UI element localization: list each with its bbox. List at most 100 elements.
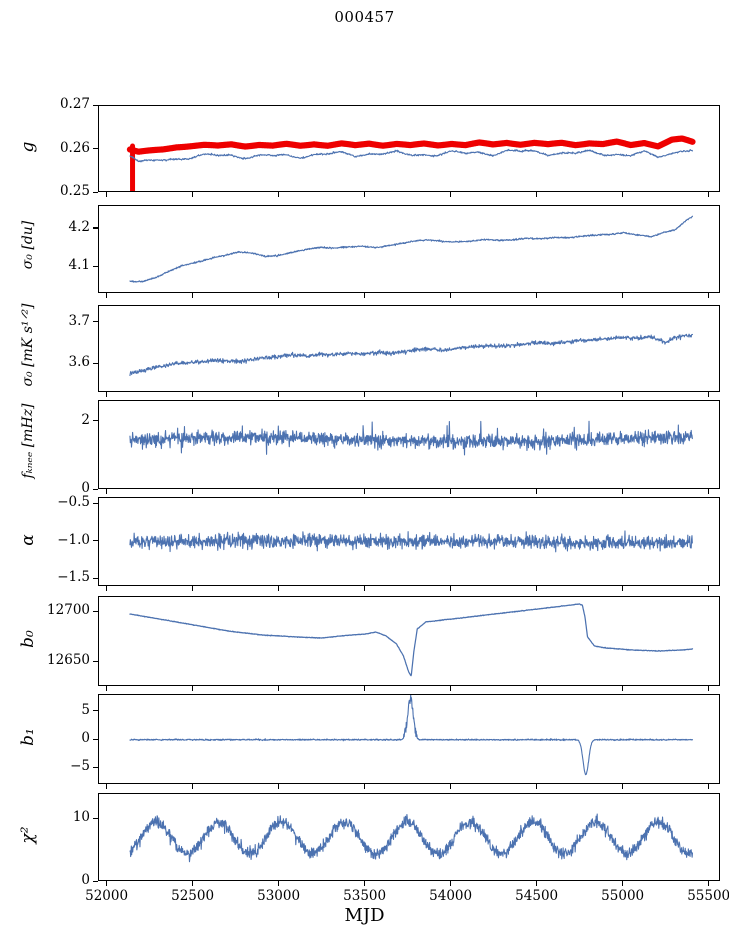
plot-panel-b1 xyxy=(98,694,720,784)
y-tick-label-chi2: 0 xyxy=(81,872,90,888)
x-tick-mark xyxy=(278,392,280,397)
x-tick-mark xyxy=(622,293,624,298)
y-tick-label-sigma0-mk: 3.6 xyxy=(68,354,90,370)
x-tick-label: 53500 xyxy=(343,888,387,904)
y-tick-mark-sigma0-du xyxy=(93,227,98,229)
y-tick-mark-alpha xyxy=(93,502,98,504)
x-tick-mark xyxy=(192,586,194,591)
y-tick-label-alpha: −1.0 xyxy=(57,531,90,548)
y-tick-label-sigma0-du: 4.2 xyxy=(68,218,90,235)
x-tick-mark xyxy=(192,392,194,397)
y-tick-mark-b1 xyxy=(93,710,98,712)
x-tick-mark xyxy=(192,881,194,886)
x-tick-mark xyxy=(536,784,538,789)
x-tick-mark xyxy=(364,784,366,789)
x-tick-mark xyxy=(450,586,452,591)
x-tick-mark xyxy=(536,489,538,494)
y-tick-label-chi2: 10 xyxy=(72,809,90,826)
x-tick-mark xyxy=(450,192,452,197)
x-tick-mark xyxy=(708,881,710,886)
x-tick-mark xyxy=(450,293,452,298)
x-tick-mark xyxy=(622,881,624,886)
plot-panel-b0 xyxy=(98,596,720,686)
x-tick-mark xyxy=(278,192,280,197)
x-tick-mark xyxy=(192,192,194,197)
y-axis-label-b1: b₁ xyxy=(18,728,38,746)
x-tick-mark xyxy=(364,489,366,494)
y-tick-label-b0: 12650 xyxy=(47,652,90,668)
x-tick-mark xyxy=(364,686,366,691)
x-tick-mark xyxy=(622,192,624,197)
y-tick-mark-sigma0-mk xyxy=(93,362,98,364)
figure-title: 000457 xyxy=(334,8,395,26)
y-tick-label-gain: 0.25 xyxy=(59,183,90,199)
y-tick-mark-sigma0-du xyxy=(93,265,98,267)
y-axis-label-alpha: α xyxy=(18,533,38,546)
x-tick-mark xyxy=(278,489,280,494)
y-tick-mark-fknee xyxy=(93,488,98,490)
x-tick-mark xyxy=(708,293,710,298)
y-tick-mark-b1 xyxy=(93,738,98,740)
x-tick-mark xyxy=(536,881,538,886)
x-tick-mark xyxy=(708,784,710,789)
y-axis-label-chi2: χ² xyxy=(18,826,38,844)
x-tick-mark xyxy=(622,686,624,691)
x-tick-mark xyxy=(536,192,538,197)
x-tick-mark xyxy=(192,293,194,298)
x-tick-mark xyxy=(192,489,194,494)
y-tick-mark-alpha xyxy=(93,577,98,580)
plot-panel-chi2 xyxy=(98,793,720,881)
y-tick-label-fknee: 0 xyxy=(81,480,90,496)
y-tick-mark-alpha xyxy=(93,540,98,542)
plot-panel-alpha xyxy=(98,497,720,586)
x-tick-mark xyxy=(536,586,538,591)
x-tick-mark xyxy=(278,881,280,886)
x-tick-mark xyxy=(450,489,452,494)
y-axis-label-fknee: fₖₙₑₑ [mHz] xyxy=(20,402,36,479)
y-tick-mark-gain xyxy=(93,148,98,150)
x-tick-mark xyxy=(106,586,108,591)
x-tick-mark xyxy=(536,686,538,691)
x-tick-mark xyxy=(364,192,366,197)
x-tick-mark xyxy=(364,586,366,591)
x-tick-mark xyxy=(450,784,452,789)
y-tick-label-b0: 12700 xyxy=(47,602,90,618)
x-tick-mark xyxy=(364,392,366,397)
y-tick-label-sigma0-mk: 3.7 xyxy=(68,312,90,329)
x-tick-label: 55500 xyxy=(687,888,729,904)
x-tick-mark xyxy=(622,586,624,591)
x-tick-mark xyxy=(278,586,280,591)
x-tick-label: 52500 xyxy=(171,888,215,904)
x-tick-mark xyxy=(450,881,452,886)
y-tick-mark-sigma0-mk xyxy=(93,321,98,323)
y-tick-mark-fknee xyxy=(93,420,98,422)
plot-panel-fknee xyxy=(98,400,720,489)
x-tick-mark xyxy=(106,392,108,397)
x-tick-label: 54000 xyxy=(429,888,473,904)
x-tick-mark xyxy=(450,392,452,397)
x-tick-mark xyxy=(106,686,108,691)
x-tick-mark xyxy=(106,192,108,197)
y-tick-label-b1: −5 xyxy=(70,758,90,775)
x-tick-mark xyxy=(450,686,452,691)
x-tick-mark xyxy=(622,392,624,397)
y-tick-label-sigma0-du: 4.1 xyxy=(68,257,90,274)
x-tick-mark xyxy=(278,686,280,691)
y-tick-mark-b0 xyxy=(93,610,98,612)
y-tick-label-gain: 0.27 xyxy=(59,96,90,112)
y-tick-mark-gain xyxy=(93,104,98,106)
x-tick-mark xyxy=(106,784,108,789)
x-axis-label: MJD xyxy=(344,905,385,926)
y-tick-mark-b0 xyxy=(93,660,98,662)
x-tick-label: 53000 xyxy=(257,888,301,904)
y-tick-mark-b1 xyxy=(93,766,98,768)
plot-panel-gain xyxy=(98,105,720,192)
y-tick-label-alpha: −0.5 xyxy=(57,494,90,511)
x-tick-mark xyxy=(364,293,366,298)
x-tick-mark xyxy=(708,192,710,197)
x-tick-mark xyxy=(192,784,194,789)
x-tick-label: 55000 xyxy=(601,888,645,904)
x-tick-mark xyxy=(106,881,108,886)
x-tick-mark xyxy=(708,489,710,494)
